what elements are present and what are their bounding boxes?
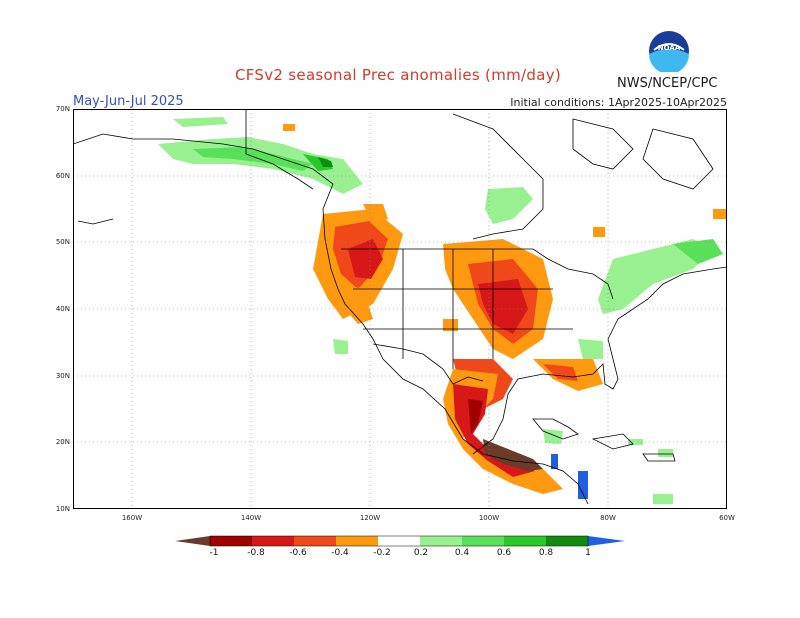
cb-label-m08: -0.8 bbox=[247, 548, 265, 558]
initial-conditions-label: Initial conditions: 1Apr2025-10Apr2025 bbox=[510, 96, 727, 109]
cb-swatch-m04 bbox=[336, 536, 378, 546]
cb-label-p06: 0.6 bbox=[496, 548, 512, 558]
cb-label-m06: -0.6 bbox=[289, 548, 307, 558]
cb-label-p02: 0.2 bbox=[413, 548, 429, 558]
cb-label-p08: 0.8 bbox=[538, 548, 554, 558]
cb-swatch-neutral bbox=[378, 536, 420, 546]
lat-label-10n: 10N bbox=[55, 505, 70, 513]
cb-swatch-below-minus1 bbox=[175, 536, 210, 546]
political-borders bbox=[245, 109, 614, 385]
lat-label-20n: 20N bbox=[55, 438, 70, 446]
lon-label-160w: 160W bbox=[121, 514, 143, 522]
cb-swatch-above-1 bbox=[588, 536, 625, 546]
cb-label-m1: -1 bbox=[209, 548, 219, 558]
coastlines bbox=[73, 113, 727, 505]
lon-label-140w: 140W bbox=[240, 514, 262, 522]
cb-label-m04: -0.4 bbox=[331, 548, 349, 558]
lat-label-40n: 40N bbox=[55, 305, 70, 313]
cb-swatch-m08 bbox=[252, 536, 294, 546]
cb-label-p04: 0.4 bbox=[454, 548, 470, 558]
cb-swatch-m06 bbox=[294, 536, 336, 546]
logo-text: NOAA bbox=[658, 44, 681, 52]
noaa-logo: NOAA bbox=[648, 30, 690, 74]
chart-title: CFSv2 seasonal Prec anomalies (mm/day) bbox=[234, 66, 562, 84]
cb-swatch-m1 bbox=[210, 536, 252, 546]
wet-anomaly-patches bbox=[158, 117, 723, 504]
agency-label: NWS/NCEP/CPC bbox=[617, 76, 718, 91]
color-scale-bar bbox=[175, 535, 625, 547]
gridlines bbox=[73, 109, 727, 509]
lon-label-120w: 120W bbox=[359, 514, 381, 522]
cb-swatch-p06 bbox=[504, 536, 546, 546]
lon-label-60w: 60W bbox=[719, 514, 735, 522]
cb-label-p1: 1 bbox=[585, 548, 591, 558]
lat-label-60n: 60N bbox=[55, 172, 70, 180]
lat-label-70n: 70N bbox=[55, 105, 70, 113]
lon-label-80w: 80W bbox=[600, 514, 616, 522]
lon-label-100w: 100W bbox=[478, 514, 500, 522]
cb-swatch-p04 bbox=[462, 536, 504, 546]
lat-label-50n: 50N bbox=[55, 238, 70, 246]
cb-swatch-p02 bbox=[420, 536, 462, 546]
cb-label-m02: -0.2 bbox=[373, 548, 391, 558]
season-label: May-Jun-Jul 2025 bbox=[73, 94, 184, 109]
cb-swatch-p08 bbox=[546, 536, 588, 546]
anomaly-map bbox=[73, 109, 727, 509]
lat-label-30n: 30N bbox=[55, 372, 70, 380]
